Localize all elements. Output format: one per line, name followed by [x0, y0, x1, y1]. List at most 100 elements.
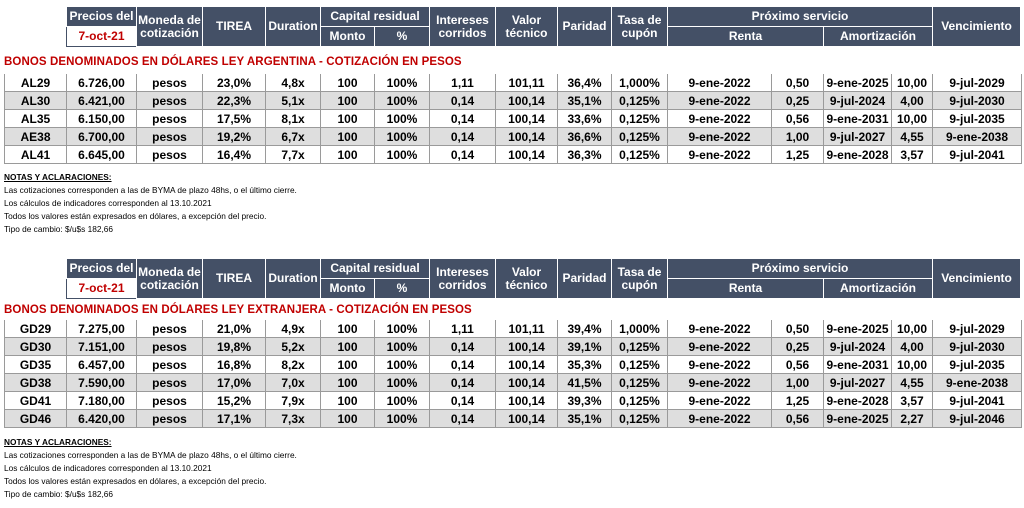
pct-cell: 100% [374, 373, 430, 392]
paridad-cell: 36,4% [557, 74, 612, 92]
note-line: Todos los valores están expresados en dó… [4, 476, 267, 486]
moneda-header: Moneda de cotización [136, 6, 203, 47]
paridad-cell: 33,6% [557, 109, 612, 128]
renta-date-cell: 9-ene-2022 [667, 74, 772, 92]
monto-header: Monto [320, 26, 375, 47]
vencimiento-cell: 9-jul-2029 [932, 74, 1022, 92]
tirea-cell: 22,3% [202, 91, 266, 110]
valor-tecnico-cell: 100,14 [495, 145, 558, 164]
price-cell: 6.700,00 [66, 127, 137, 146]
amort-date-cell: 9-ene-2025 [823, 74, 892, 92]
monto-cell: 100 [320, 373, 375, 392]
paridad-cell: 35,1% [557, 409, 612, 428]
section-ley-extranjera: Precios del Moneda de cotización TIREA Du… [0, 258, 1024, 508]
currency-cell: pesos [136, 337, 203, 356]
amort-date-cell: 9-jul-2027 [823, 127, 892, 146]
ticker-cell: AE38 [4, 127, 67, 146]
renta-value-cell: 0,25 [771, 337, 824, 356]
duration-header: Duration [265, 258, 321, 299]
tirea-cell: 23,0% [202, 74, 266, 92]
renta-value-cell: 0,56 [771, 109, 824, 128]
table-row: AL30 6.421,00 pesos 22,3% 5,1x 100 100% 0,14 100… [4, 91, 1022, 110]
amortizacion-header: Amortización [822, 26, 934, 47]
tirea-cell: 16,8% [202, 355, 266, 374]
table-header: Precios del Moneda de cotización TIREA Du… [66, 6, 1022, 47]
monto-cell: 100 [320, 91, 375, 110]
currency-cell: pesos [136, 355, 203, 374]
amort-value-cell: 3,57 [891, 391, 933, 410]
notes-title: NOTAS Y ACLARACIONES: [4, 437, 112, 447]
renta-date-cell: 9-ene-2022 [667, 91, 772, 110]
valor-tecnico-cell: 100,14 [495, 127, 558, 146]
intereses-header: Intereses corridos [429, 258, 496, 299]
currency-cell: pesos [136, 373, 203, 392]
duration-cell: 6,7x [265, 127, 321, 146]
intereses-cell: 0,14 [429, 391, 496, 410]
amort-date-cell: 9-ene-2031 [823, 355, 892, 374]
renta-value-cell: 1,00 [771, 373, 824, 392]
ticker-cell: AL30 [4, 91, 67, 110]
tirea-cell: 17,5% [202, 109, 266, 128]
amort-date-cell: 9-jul-2027 [823, 373, 892, 392]
vencimiento-cell: 9-jul-2035 [932, 355, 1022, 374]
vencimiento-cell: 9-jul-2030 [932, 337, 1022, 356]
price-cell: 7.590,00 [66, 373, 137, 392]
price-cell: 6.420,00 [66, 409, 137, 428]
tirea-cell: 15,2% [202, 391, 266, 410]
table-row: AE38 6.700,00 pesos 19,2% 6,7x 100 100% 0,14 100… [4, 127, 1022, 146]
monto-cell: 100 [320, 320, 375, 338]
renta-value-cell: 0,56 [771, 355, 824, 374]
note-line: Los cálculos de indicadores corresponden… [4, 198, 212, 208]
table-row: GD35 6.457,00 pesos 16,8% 8,2x 100 100% 0,14 100… [4, 355, 1022, 374]
valor-tecnico-header: Valor técnico [495, 6, 558, 47]
tasa-cupon-cell: 0,125% [611, 91, 668, 110]
notes-title: NOTAS Y ACLARACIONES: [4, 172, 112, 182]
paridad-cell: 35,3% [557, 355, 612, 374]
duration-cell: 5,1x [265, 91, 321, 110]
duration-cell: 7,7x [265, 145, 321, 164]
intereses-cell: 0,14 [429, 109, 496, 128]
price-cell: 6.645,00 [66, 145, 137, 164]
tirea-cell: 17,0% [202, 373, 266, 392]
table-row: AL35 6.150,00 pesos 17,5% 8,1x 100 100% 0,14 100… [4, 109, 1022, 128]
amort-value-cell: 3,57 [891, 145, 933, 164]
pct-cell: 100% [374, 391, 430, 410]
vencimiento-cell: 9-jul-2035 [932, 109, 1022, 128]
duration-cell: 4,9x [265, 320, 321, 338]
pct-cell: 100% [374, 355, 430, 374]
notes: NOTAS Y ACLARACIONES: Las cotizaciones c… [4, 436, 297, 501]
paridad-cell: 41,5% [557, 373, 612, 392]
note-line: Las cotizaciones corresponden a las de B… [4, 185, 297, 195]
monto-header: Monto [320, 278, 375, 299]
amort-value-cell: 10,00 [891, 109, 933, 128]
tirea-cell: 19,8% [202, 337, 266, 356]
table-row: AL29 6.726,00 pesos 23,0% 4,8x 100 100% 1,11 101… [4, 74, 1022, 92]
duration-cell: 7,3x [265, 409, 321, 428]
renta-date-cell: 9-ene-2022 [667, 409, 772, 428]
renta-date-cell: 9-ene-2022 [667, 373, 772, 392]
monto-cell: 100 [320, 409, 375, 428]
renta-header: Renta [667, 278, 824, 299]
intereses-cell: 0,14 [429, 127, 496, 146]
renta-date-cell: 9-ene-2022 [667, 145, 772, 164]
vencimiento-header: Vencimiento [932, 6, 1022, 47]
monto-cell: 100 [320, 127, 375, 146]
note-line: Las cotizaciones corresponden a las de B… [4, 450, 297, 460]
table-row: GD38 7.590,00 pesos 17,0% 7,0x 100 100% 0,14 100… [4, 373, 1022, 392]
currency-cell: pesos [136, 145, 203, 164]
tirea-header: TIREA [202, 258, 266, 299]
valor-tecnico-cell: 100,14 [495, 337, 558, 356]
amort-value-cell: 4,55 [891, 127, 933, 146]
table-row: GD30 7.151,00 pesos 19,8% 5,2x 100 100% 0,14 100… [4, 337, 1022, 356]
renta-value-cell: 0,56 [771, 409, 824, 428]
note-line: Tipo de cambio: $/u$s 182,66 [4, 489, 114, 499]
ticker-cell: AL35 [4, 109, 67, 128]
amort-date-cell: 9-jul-2024 [823, 91, 892, 110]
renta-date-cell: 9-ene-2022 [667, 109, 772, 128]
duration-cell: 7,9x [265, 391, 321, 410]
amort-date-cell: 9-ene-2031 [823, 109, 892, 128]
renta-date-cell: 9-ene-2022 [667, 355, 772, 374]
vencimiento-cell: 9-ene-2038 [932, 373, 1022, 392]
section-title: BONOS DENOMINADOS EN DÓLARES LEY EXTRANJ… [4, 304, 472, 316]
capital-residual-header: Capital residual [320, 258, 430, 279]
